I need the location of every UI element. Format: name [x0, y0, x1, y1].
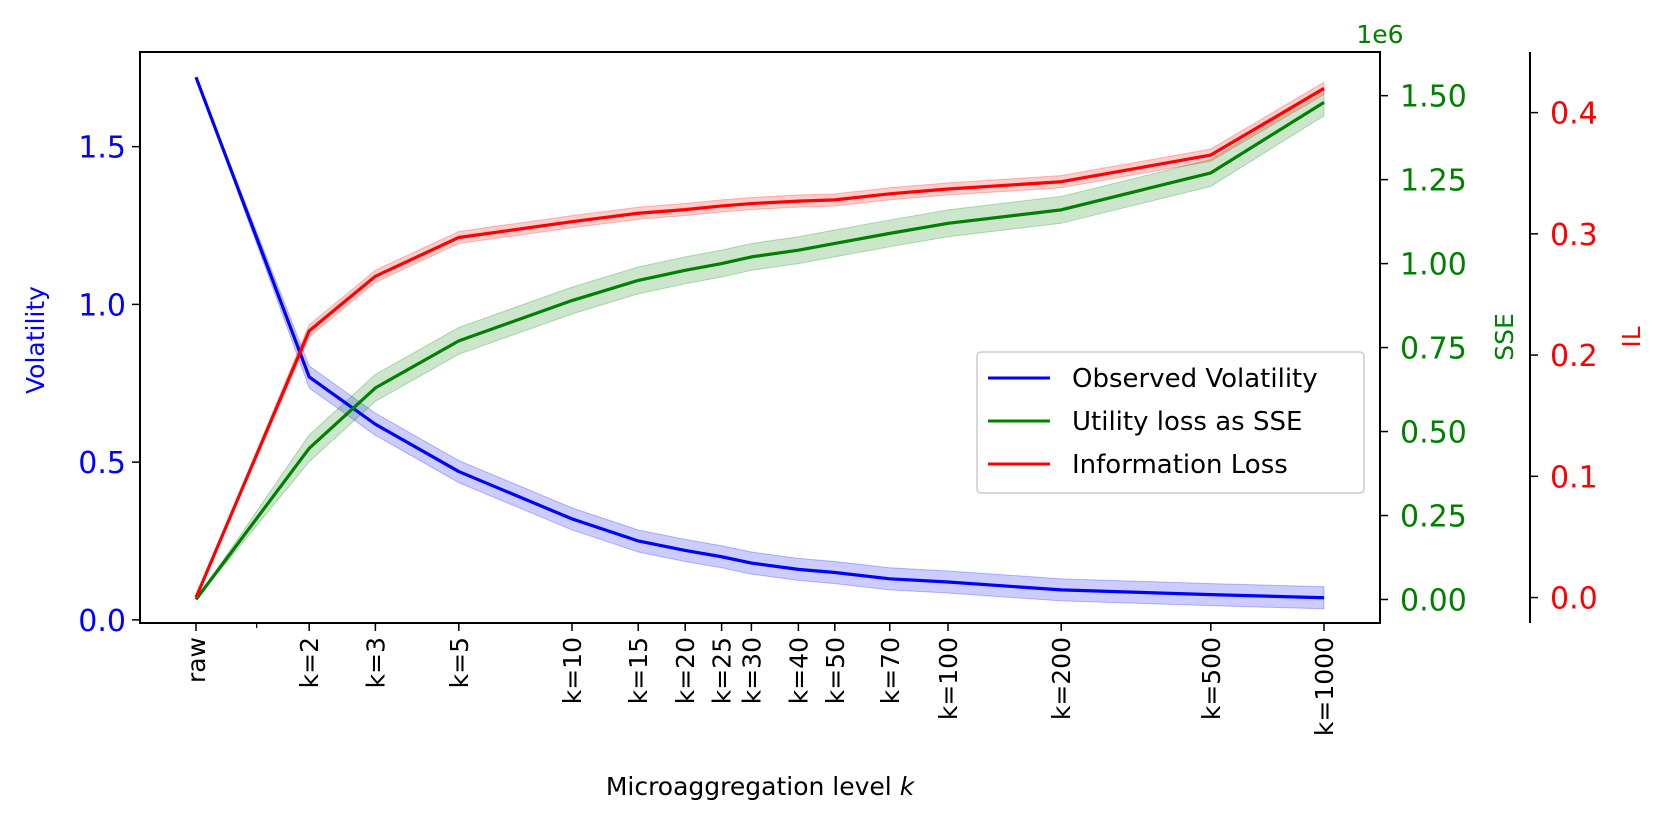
series-lines	[194, 76, 1325, 601]
x-tick-label: k=5	[445, 637, 474, 688]
band-observed-volatility	[195, 77, 1325, 610]
x-tick-label: k=10	[558, 637, 587, 704]
line-utility-loss-as-sse	[194, 101, 1325, 601]
x-tick-label: k=500	[1197, 637, 1226, 720]
x-axis-label-prefix: Microaggregation level	[606, 772, 900, 801]
x-tick-label: k=30	[737, 637, 766, 704]
line-information-loss	[194, 86, 1325, 599]
x-tick-label: k=1000	[1310, 637, 1339, 736]
line-observed-volatility	[194, 76, 1325, 600]
x-tick-label: k=70	[876, 637, 905, 704]
legend-label-sse: Utility loss as SSE	[1072, 407, 1302, 437]
sse-tick-label: 1.25	[1400, 164, 1467, 199]
x-tick-label: k=15	[624, 637, 653, 704]
sse-tick-label: 0.75	[1400, 332, 1467, 367]
legend-label-il: Information Loss	[1072, 450, 1288, 480]
x-tick-label: k=25	[708, 637, 737, 704]
volatility-tick-label: 1.5	[78, 131, 126, 166]
legend-label-volatility: Observed Volatility	[1072, 364, 1318, 394]
x-tick-label: k=200	[1047, 637, 1076, 720]
sse-offset-label: 1e6	[1356, 20, 1403, 49]
il-tick-label: 0.2	[1550, 339, 1598, 374]
il-tick-label: 0.1	[1550, 460, 1598, 495]
x-axis-label-var: k	[900, 772, 916, 801]
plot-frame	[139, 51, 1381, 624]
volatility-tick-label: 0.5	[78, 446, 126, 481]
volatility-tick-label: 0.0	[78, 604, 126, 639]
x-tick-label: k=2	[295, 637, 324, 688]
il-tick-label: 0.0	[1550, 582, 1598, 617]
legend: Observed Volatility Utility loss as SSE …	[976, 351, 1365, 494]
x-tick-label: k=50	[821, 637, 850, 704]
volatility-tick-label: 1.0	[78, 288, 126, 323]
sse-tick-label: 0.25	[1400, 500, 1467, 535]
il-tick-label: 0.4	[1550, 97, 1598, 132]
y-axis-label-il: IL	[1617, 326, 1646, 347]
il-tick-label: 0.3	[1550, 218, 1598, 253]
x-axis-label: Microaggregation level k	[606, 772, 916, 801]
x-tick-label: k=3	[361, 637, 390, 688]
y-axis-label-volatility: Volatility	[21, 286, 50, 394]
sse-tick-label: 1.00	[1400, 248, 1467, 283]
x-tick-label: k=40	[784, 637, 813, 704]
confidence-bands	[195, 77, 1325, 610]
x-tick-label: k=100	[934, 637, 963, 720]
band-information-loss	[195, 81, 1325, 598]
x-tick-label: raw	[182, 637, 211, 683]
x-axis-ticks: raw k=2 k=3 k=5 k=10 k=15 k=20 k=25 k=30 k=40 k=50…	[182, 623, 1339, 736]
sse-tick-label: 0.00	[1400, 583, 1467, 618]
sse-tick-label: 1.50	[1400, 80, 1467, 115]
legend-box	[976, 351, 1365, 494]
sse-tick-label: 0.50	[1400, 416, 1467, 451]
x-tick-label: k=20	[671, 637, 700, 704]
y-axis-label-sse: SSE	[1490, 313, 1519, 361]
y-axes-ticks: 0.0 0.5 1.0 1.5 0.00 0.25 0.50 0.75 1.00 1.25 1.50…	[78, 80, 1597, 639]
